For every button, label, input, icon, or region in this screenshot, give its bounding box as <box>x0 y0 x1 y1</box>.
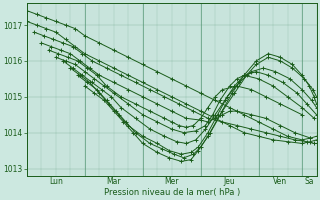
X-axis label: Pression niveau de la mer( hPa ): Pression niveau de la mer( hPa ) <box>104 188 240 197</box>
